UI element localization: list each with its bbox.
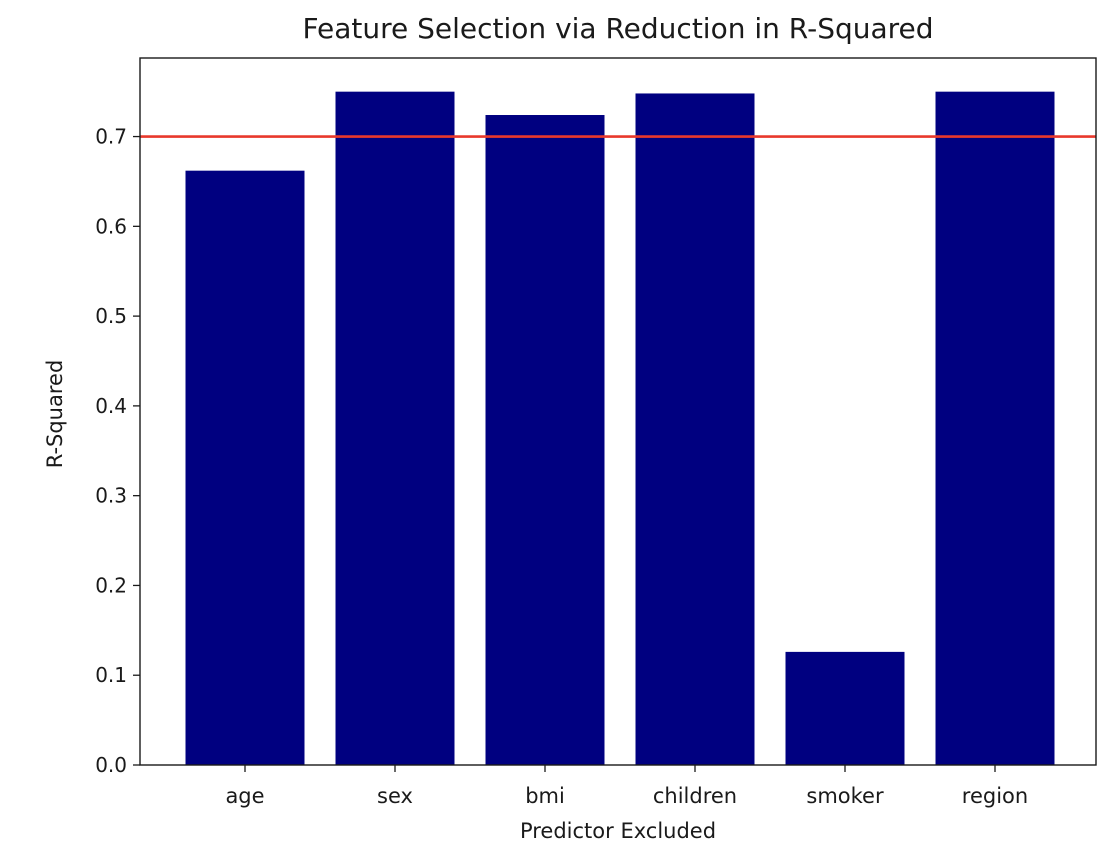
bar-children [635,93,755,765]
bar-region [935,91,1055,765]
y-tick-label: 0.7 [95,125,127,149]
y-tick-label: 0.2 [95,573,127,597]
y-tick-label: 0.5 [95,304,127,328]
bar-age [185,170,305,765]
y-tick-label: 0.0 [95,753,127,777]
bar-bmi [485,115,605,765]
plot-area: 0.0 0.1 0.2 0.3 0.4 0.5 0.6 0.7 age sex bmi childre… [95,57,1097,808]
y-axis-label: R-Squared [43,360,67,469]
bar-smoker [785,651,905,765]
x-tick-label-smoker: smoker [806,784,884,808]
y-tick-label: 0.6 [95,214,127,238]
x-tick-label-age: age [225,784,264,808]
y-tick-label: 0.3 [95,484,127,508]
y-tick-label: 0.1 [95,663,127,687]
x-tick-label-region: region [962,784,1028,808]
chart-title: Feature Selection via Reduction in R-Squ… [302,12,933,45]
y-tick-label: 0.4 [95,394,127,418]
bar-sex [335,91,455,765]
x-tick-label-children: children [653,784,737,808]
x-tick-label-bmi: bmi [525,784,565,808]
plot-frame [139,57,1097,766]
x-tick-label-sex: sex [377,784,413,808]
x-axis-label: Predictor Excluded [520,819,716,843]
